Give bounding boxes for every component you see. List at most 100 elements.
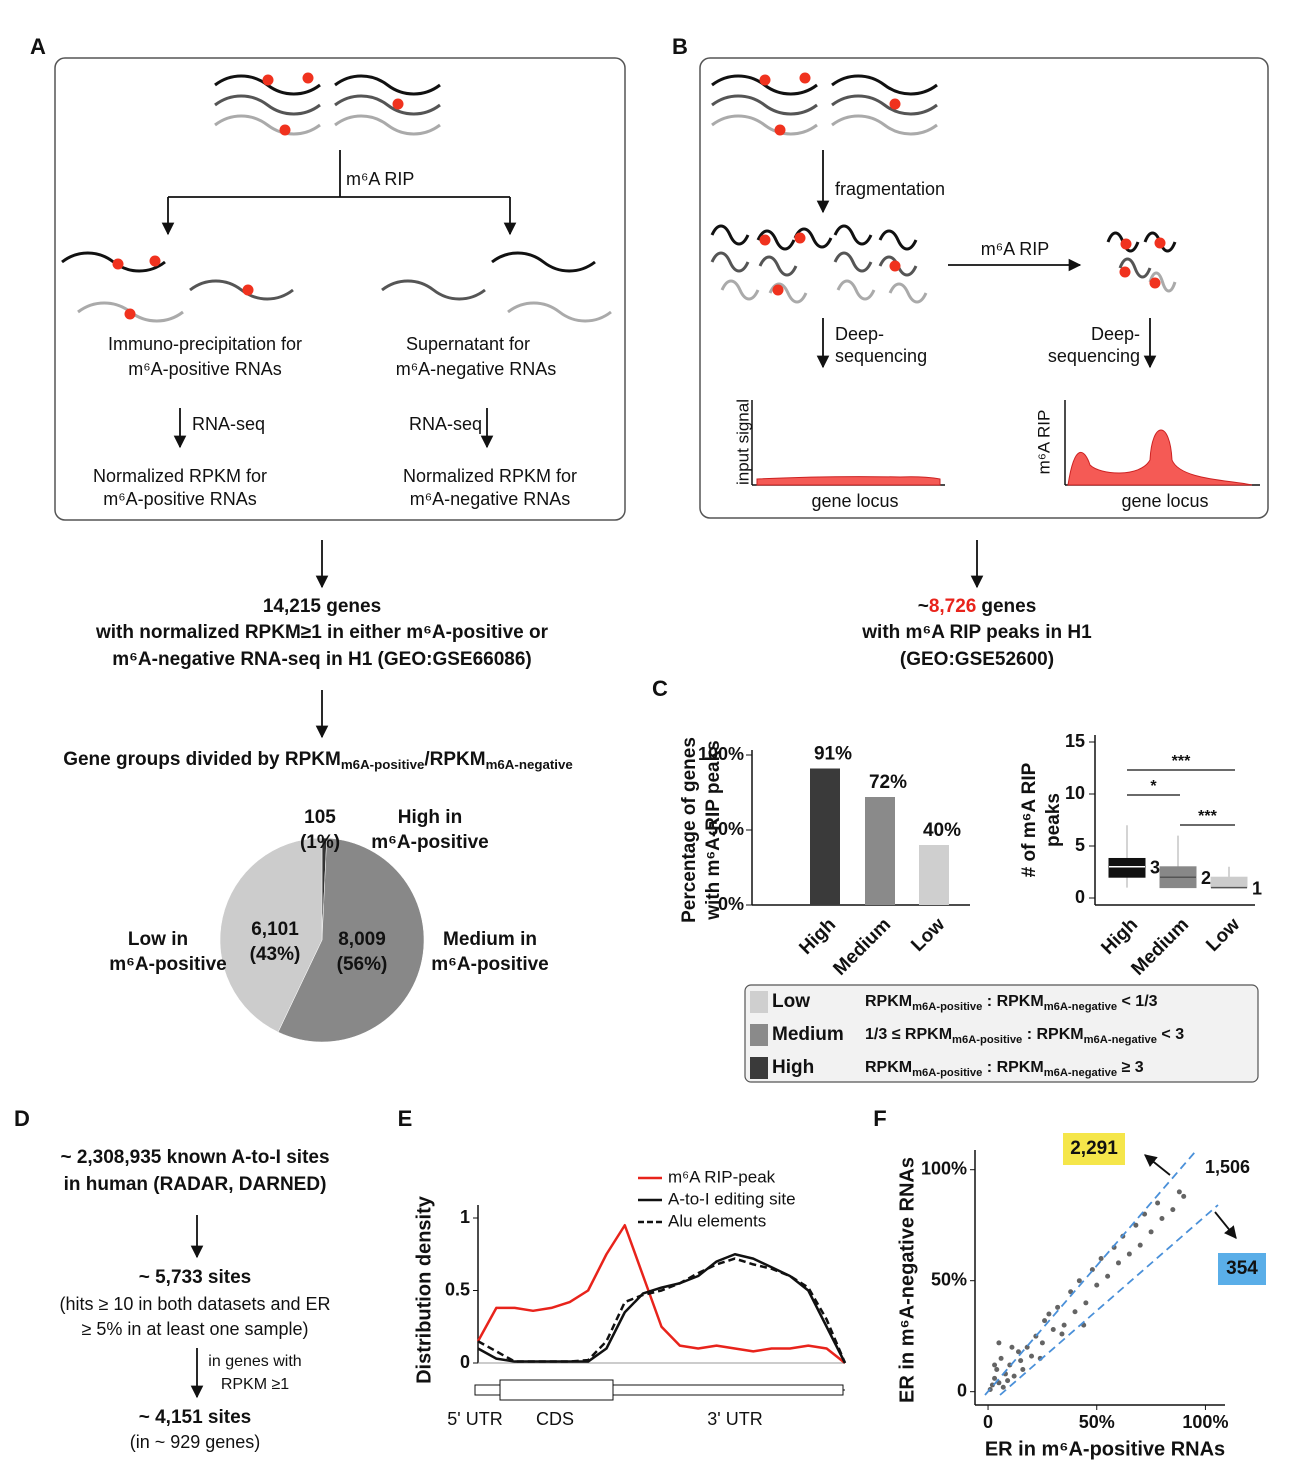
pie-percent-label: (56%) [337, 954, 388, 975]
label: in genes with [208, 1353, 301, 1370]
label: fragmentation [835, 179, 945, 199]
x-axis-label: ER in m⁶A-positive RNAs [985, 1438, 1225, 1460]
panel-letter: C [652, 676, 668, 701]
rna-strand [878, 229, 918, 251]
scatter-point [1055, 1304, 1061, 1310]
scatter-point [1015, 1349, 1021, 1355]
density-line [477, 1257, 847, 1364]
guide-line [999, 1204, 1219, 1396]
y-axis-label: # of m⁶A RIP [1019, 762, 1040, 877]
rna-strand [758, 255, 798, 277]
box [1108, 857, 1146, 878]
summary-line: ~8,726 genes [918, 596, 1037, 617]
label: Normalized RPKM for [93, 466, 267, 486]
rna-strand [1148, 271, 1177, 293]
scatter-point [1029, 1353, 1035, 1359]
guide-line [984, 1151, 1196, 1396]
legend-box [744, 984, 1259, 1083]
x-tick-label: 50% [1079, 1412, 1115, 1432]
rna-strand [334, 74, 441, 96]
label: m⁶A-negative RNAs [410, 489, 570, 509]
significance-label: *** [1198, 808, 1217, 825]
text-part: < 1/3 [1117, 993, 1158, 1010]
m6a-site [1154, 237, 1166, 249]
text-part: RPKM [865, 993, 912, 1010]
density-line [476, 1224, 846, 1364]
y-axis-label: Distribution density [413, 1195, 435, 1384]
pie-slice [277, 837, 425, 1043]
scatter-point [1137, 1242, 1143, 1248]
scatter-point [998, 1355, 1004, 1361]
scatter-point [1072, 1309, 1078, 1315]
panel-letter: E [398, 1106, 413, 1131]
panel-letter: A [30, 34, 46, 59]
pie-percent-label: (1%) [300, 832, 340, 853]
scatter-point [1155, 1200, 1161, 1206]
panel-b-box [699, 57, 1269, 519]
annotation: 2,291 [1070, 1138, 1118, 1159]
density-line [477, 1253, 847, 1364]
scatter-point [1133, 1222, 1139, 1228]
scatter-point [1005, 1378, 1011, 1384]
m6a-site [242, 284, 254, 296]
m6a-site [774, 124, 786, 136]
signal-area [1067, 429, 1253, 486]
region-label: 5' UTR [447, 1409, 502, 1429]
scatter-point [1148, 1229, 1154, 1235]
pie-slice [219, 837, 323, 1033]
rna-strand [334, 114, 441, 136]
subscript: m6A-negative [1084, 1034, 1157, 1046]
y-tick-label: 0 [1075, 887, 1085, 907]
x-tick-label: High [1097, 914, 1142, 959]
annotation-box [1063, 1133, 1125, 1165]
annotation: 354 [1226, 1258, 1258, 1279]
m6a-site [1119, 266, 1131, 278]
subscript: m6A-positive [952, 1034, 1022, 1046]
scatter-point [992, 1375, 998, 1381]
panel-letter: D [14, 1106, 30, 1131]
x-tick-label: Medium [1127, 914, 1193, 980]
label: Deep- [1091, 324, 1140, 344]
scatter-point [1039, 1340, 1045, 1346]
subscript: m6A-negative [486, 757, 573, 772]
rna-strand [831, 114, 938, 136]
box [1210, 876, 1248, 889]
rna-strand [831, 94, 938, 116]
m6a-site [1120, 238, 1132, 250]
label: m⁶A RIP [346, 169, 414, 189]
y-tick-label: 5 [1075, 835, 1085, 855]
label: ≥ 5% in at least one sample) [82, 1319, 309, 1339]
legend-name: Medium [772, 1024, 844, 1045]
label: m⁶A-negative RNAs [396, 359, 556, 379]
region-label: CDS [536, 1409, 574, 1429]
scatter-point [1061, 1322, 1067, 1328]
y-tick-label: 100% [921, 1158, 967, 1178]
pie-value-label: 6,101 [251, 919, 299, 940]
label: RNA-seq [409, 414, 482, 434]
pie-slice-name: Medium in [443, 929, 537, 950]
rna-strand [381, 279, 486, 301]
y-tick-label: 100% [698, 744, 744, 764]
label: sequencing [835, 346, 927, 366]
label: ~ 5,733 sites [139, 1267, 252, 1288]
label: m⁶A-positive RNAs [128, 359, 281, 379]
median-label: 2 [1201, 868, 1211, 888]
rna-strand [710, 224, 750, 246]
rna-strand [833, 224, 873, 246]
label: in human (RADAR, DARNED) [64, 1174, 327, 1195]
m6a-site [302, 72, 314, 84]
signal-area [756, 476, 941, 486]
x-tick-label: 0 [983, 1412, 993, 1432]
median-label: 1 [1252, 878, 1262, 898]
scatter-point [1159, 1216, 1165, 1222]
rna-strand [710, 251, 750, 273]
panel-letter: B [672, 34, 688, 59]
legend-description: 1/3 ≤ RPKMm6A-positive : RPKMm6A-negativ… [865, 1026, 1184, 1046]
pie-value-label: 8,009 [338, 929, 386, 950]
text-part: < 3 [1157, 1026, 1184, 1043]
utr-box [612, 1384, 844, 1396]
scatter-point [1083, 1300, 1089, 1306]
median-label: 3 [1150, 858, 1160, 878]
rna-strand [711, 94, 818, 116]
rna-strand [888, 282, 928, 304]
